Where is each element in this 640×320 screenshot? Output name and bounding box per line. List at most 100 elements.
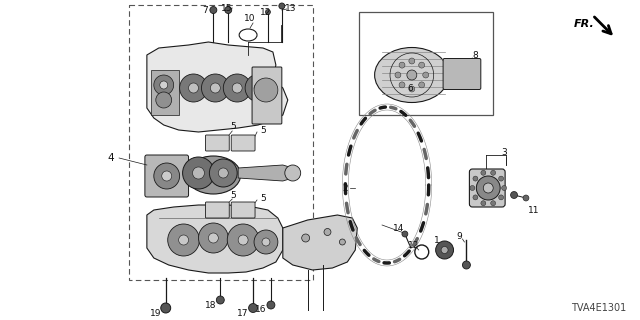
Text: 19: 19 (150, 308, 161, 317)
Polygon shape (147, 42, 288, 132)
Circle shape (483, 183, 493, 193)
Circle shape (436, 241, 454, 259)
Circle shape (254, 230, 278, 254)
Circle shape (511, 191, 518, 198)
Circle shape (463, 261, 470, 269)
FancyBboxPatch shape (231, 135, 255, 151)
Circle shape (227, 224, 259, 256)
FancyBboxPatch shape (231, 202, 255, 218)
Circle shape (262, 238, 270, 246)
Text: 6: 6 (407, 84, 413, 92)
Circle shape (180, 74, 207, 102)
Text: 11: 11 (528, 205, 540, 214)
Circle shape (481, 170, 486, 175)
Circle shape (301, 234, 310, 242)
Circle shape (202, 74, 229, 102)
Circle shape (266, 10, 271, 14)
Circle shape (225, 6, 232, 13)
Circle shape (419, 82, 425, 88)
Ellipse shape (374, 47, 449, 102)
FancyBboxPatch shape (469, 169, 505, 207)
Circle shape (324, 228, 331, 236)
Circle shape (210, 6, 217, 13)
Circle shape (491, 170, 495, 175)
Circle shape (409, 58, 415, 64)
Circle shape (502, 186, 507, 190)
Text: 5: 5 (230, 190, 236, 199)
Bar (151, 70, 179, 115)
Text: 16: 16 (255, 306, 267, 315)
Text: 5: 5 (260, 194, 266, 203)
Circle shape (481, 201, 486, 206)
Circle shape (160, 81, 168, 89)
Circle shape (238, 235, 248, 245)
Polygon shape (283, 215, 357, 270)
Text: 4: 4 (108, 153, 115, 163)
Circle shape (179, 235, 189, 245)
Text: 1: 1 (434, 236, 440, 244)
Circle shape (189, 83, 198, 93)
Circle shape (409, 86, 415, 92)
Polygon shape (238, 165, 292, 181)
Circle shape (407, 70, 417, 80)
Circle shape (395, 72, 401, 78)
Circle shape (339, 239, 346, 245)
Text: 8: 8 (472, 51, 478, 60)
FancyBboxPatch shape (145, 155, 189, 197)
FancyBboxPatch shape (252, 67, 282, 124)
Text: TVA4E1301: TVA4E1301 (571, 303, 626, 313)
Text: 18: 18 (205, 300, 216, 309)
Text: 9: 9 (456, 231, 462, 241)
Bar (359, 12, 493, 115)
Circle shape (248, 303, 257, 313)
Circle shape (193, 167, 204, 179)
Circle shape (419, 62, 425, 68)
Circle shape (267, 301, 275, 309)
Circle shape (198, 223, 228, 253)
Circle shape (476, 176, 500, 200)
FancyBboxPatch shape (205, 135, 229, 151)
Circle shape (423, 72, 429, 78)
Text: 3: 3 (501, 148, 507, 156)
Circle shape (279, 3, 285, 9)
Circle shape (402, 231, 408, 237)
Circle shape (154, 75, 173, 95)
FancyBboxPatch shape (443, 59, 481, 90)
Circle shape (523, 195, 529, 201)
Circle shape (216, 296, 224, 304)
Circle shape (245, 74, 273, 102)
Circle shape (441, 246, 448, 253)
Circle shape (470, 186, 475, 190)
Circle shape (168, 224, 200, 256)
Text: 5: 5 (260, 125, 266, 134)
Circle shape (399, 62, 405, 68)
Text: 10: 10 (244, 13, 256, 22)
Circle shape (473, 195, 478, 200)
Text: 17: 17 (237, 308, 249, 317)
Text: 5: 5 (230, 122, 236, 131)
Circle shape (209, 233, 218, 243)
Circle shape (254, 83, 264, 93)
FancyBboxPatch shape (205, 202, 229, 218)
Circle shape (211, 83, 220, 93)
Circle shape (209, 159, 237, 187)
Circle shape (232, 83, 242, 93)
Circle shape (499, 195, 504, 200)
Circle shape (491, 201, 495, 206)
Ellipse shape (186, 156, 241, 194)
Circle shape (285, 165, 301, 181)
Bar (129, 5, 312, 280)
Text: 12: 12 (260, 7, 271, 17)
Circle shape (223, 74, 251, 102)
Polygon shape (147, 205, 283, 273)
Circle shape (156, 92, 172, 108)
Circle shape (499, 176, 504, 181)
Text: FR.: FR. (573, 19, 595, 29)
Text: 12: 12 (408, 241, 419, 250)
Text: 2: 2 (342, 183, 348, 193)
Circle shape (399, 82, 405, 88)
Circle shape (154, 163, 180, 189)
Circle shape (218, 168, 228, 178)
Text: 13: 13 (285, 4, 296, 12)
Circle shape (473, 176, 478, 181)
